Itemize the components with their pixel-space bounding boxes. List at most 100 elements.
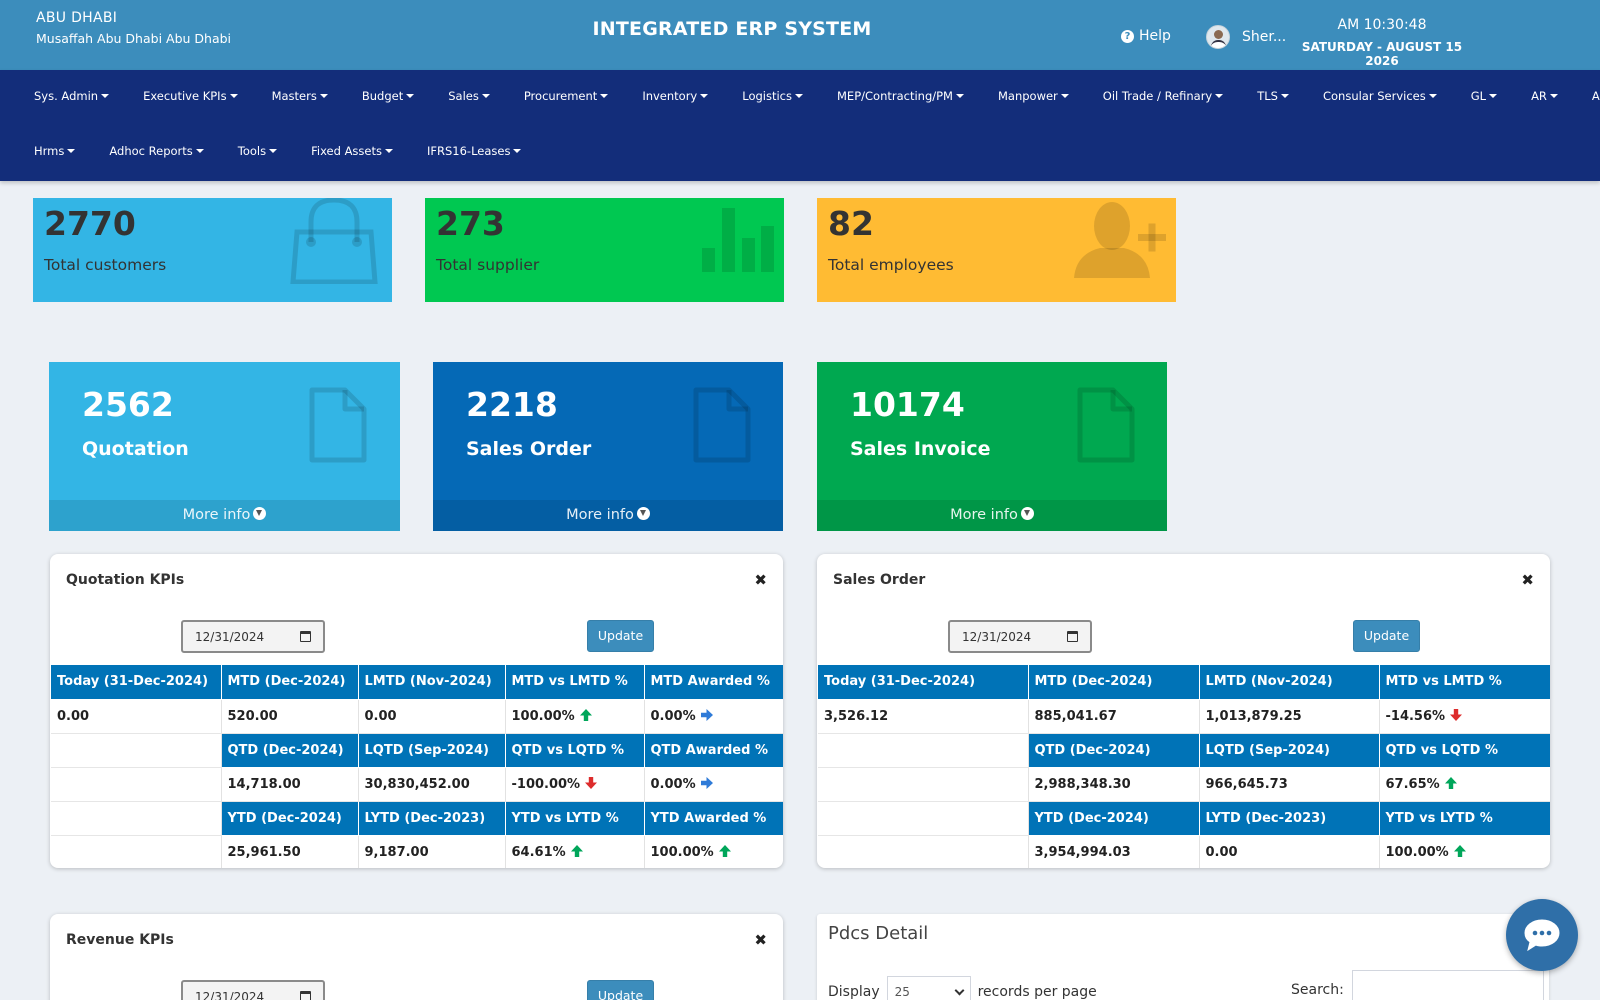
- nav-item-label: GL: [1470, 89, 1487, 103]
- more-info-link[interactable]: More info: [433, 500, 783, 531]
- nav-item-manpower[interactable]: Manpower: [998, 89, 1069, 103]
- nav-item-mep-contracting-pm[interactable]: MEP/Contracting/PM: [837, 89, 964, 103]
- cell-value: 885,041.67: [1034, 708, 1117, 724]
- nav-item-logistics[interactable]: Logistics: [742, 89, 803, 103]
- arrow-circle-down-icon: [1020, 507, 1034, 520]
- arrow-up-icon: [718, 845, 731, 857]
- nav-item-label: Masters: [271, 89, 317, 103]
- table-header-cell: Today (31-Dec-2024): [51, 665, 222, 700]
- nav-item-label: Tools: [237, 144, 267, 158]
- update-button[interactable]: Update: [587, 980, 654, 1000]
- more-info-label: More info: [566, 507, 634, 523]
- tile-label: Sales Invoice: [850, 438, 991, 460]
- nav-item-label: TLS: [1257, 89, 1278, 103]
- calendar-icon[interactable]: [1067, 631, 1078, 642]
- table-header-cell: LYTD (Dec-2023): [1199, 801, 1380, 836]
- nav-item-label: Logistics: [742, 89, 792, 103]
- caret-down-icon: [101, 94, 110, 98]
- nav-item-executive-kpis[interactable]: Executive KPIs: [143, 89, 238, 103]
- table-header-cell: LQTD (Sep-2024): [1199, 733, 1380, 768]
- tile-quotation: 2562 Quotation More info: [49, 362, 400, 531]
- cell-value: 0.00: [364, 708, 397, 724]
- table-header-cell: MTD vs LMTD %: [1379, 665, 1550, 700]
- nav-item-masters[interactable]: Masters: [272, 89, 328, 103]
- clock-time: AM 10:30:48: [1337, 17, 1427, 33]
- table-row: 14,718.00 30,830,452.00 -100.00% 0.00%: [51, 767, 783, 802]
- arrow-up-icon: [579, 709, 592, 721]
- bar-chart-icon: [702, 208, 774, 272]
- more-info-label: More info: [950, 507, 1018, 523]
- caret-down-icon: [406, 94, 415, 98]
- nav-item-hrms[interactable]: Hrms: [34, 144, 76, 158]
- table-header-cell: MTD (Dec-2024): [1028, 665, 1200, 700]
- table-cell: 64.61%: [505, 835, 645, 868]
- calendar-icon[interactable]: [300, 631, 311, 642]
- caret-down-icon: [1428, 94, 1437, 98]
- date-value: 12/31/2024: [195, 629, 265, 644]
- more-info-link[interactable]: More info: [49, 500, 400, 531]
- calendar-icon[interactable]: [300, 991, 311, 1000]
- table-cell: 520.00: [221, 699, 359, 734]
- nav-item-sales[interactable]: Sales: [448, 89, 490, 103]
- cell-value: 9,187.00: [364, 844, 429, 860]
- system-title: INTEGRATED ERP SYSTEM: [592, 18, 872, 40]
- close-icon[interactable]: ✖: [1521, 571, 1534, 589]
- nav-item-fixed-assets[interactable]: Fixed Assets: [311, 144, 393, 158]
- nav-item-label: Inventory: [642, 89, 698, 103]
- date-value: 12/31/2024: [195, 989, 265, 1000]
- chat-button[interactable]: [1506, 899, 1578, 971]
- date-input[interactable]: 12/31/2024: [181, 980, 325, 1000]
- nav-item-oil-trade-refinary[interactable]: Oil Trade / Refinary: [1103, 89, 1224, 103]
- tile-value: 2218: [466, 385, 558, 424]
- company-name: ABU DHABI: [36, 10, 118, 26]
- nav-item-ar[interactable]: AR: [1531, 89, 1558, 103]
- nav-item-procurement[interactable]: Procurement: [524, 89, 609, 103]
- stat-value: 82: [828, 204, 874, 243]
- table-row: 2,988,348.30 966,645.73 67.65%: [818, 767, 1550, 802]
- close-icon[interactable]: ✖: [754, 571, 767, 589]
- user-menu[interactable]: Sher...: [1206, 25, 1286, 49]
- table-header-cell: LMTD (Nov-2024): [358, 665, 506, 700]
- revenue-kpis-box: Revenue KPIs ✖ 12/31/2024 Update: [50, 914, 783, 1000]
- table-row: 25,961.50 9,187.00 64.61% 100.00%: [51, 835, 783, 868]
- table-row: 3,526.12 885,041.67 1,013,879.25 -14.56%: [818, 699, 1550, 734]
- table-cell: 0.00: [1199, 835, 1380, 868]
- arrow-right-icon: [700, 777, 713, 789]
- nav-item-sys-admin[interactable]: Sys. Admin: [34, 89, 110, 103]
- nav-item-ifrs16-leases[interactable]: IFRS16-Leases: [427, 144, 522, 158]
- table-header-cell: [51, 801, 222, 836]
- close-icon[interactable]: ✖: [754, 931, 767, 949]
- tile-value: 2562: [82, 385, 174, 424]
- caret-down-icon: [195, 149, 204, 153]
- arrow-up-icon: [1453, 845, 1466, 857]
- help-link[interactable]: ? Help: [1121, 28, 1171, 44]
- table-header-row: YTD (Dec-2024) LYTD (Dec-2023) YTD vs LYTD…: [818, 801, 1550, 836]
- stat-total-customers: 2770 Total customers: [33, 198, 392, 302]
- box-title: Sales Order: [833, 572, 926, 588]
- nav-item-adhoc-reports[interactable]: Adhoc Reports: [109, 144, 204, 158]
- nav-item-budget[interactable]: Budget: [361, 89, 415, 103]
- user-name: Sher...: [1242, 29, 1287, 45]
- search-input[interactable]: [1351, 970, 1544, 1000]
- date-input[interactable]: 12/31/2024: [948, 620, 1092, 653]
- nav-item-inventory[interactable]: Inventory: [642, 89, 709, 103]
- arrow-circle-down-icon: [253, 507, 267, 520]
- update-button[interactable]: Update: [1353, 620, 1420, 652]
- page-size-select[interactable]: 25: [886, 976, 971, 1000]
- table-cell: 9,187.00: [358, 835, 506, 868]
- nav-item-ap[interactable]: AP: [1592, 89, 1600, 103]
- nav-item-label: Sys. Admin: [34, 89, 99, 103]
- more-info-link[interactable]: More info: [817, 500, 1167, 531]
- date-input[interactable]: 12/31/2024: [181, 620, 325, 653]
- update-button[interactable]: Update: [587, 620, 654, 652]
- table-header-row: Today (31-Dec-2024) MTD (Dec-2024) LMTD (N…: [51, 665, 783, 700]
- nav-item-tls[interactable]: TLS: [1257, 89, 1289, 103]
- company-address: Musaffah Abu Dhabi Abu Dhabi: [36, 31, 232, 46]
- more-info-label: More info: [182, 507, 251, 523]
- nav-item-consular-services[interactable]: Consular Services: [1323, 89, 1437, 103]
- document-icon: [1077, 387, 1135, 463]
- nav-item-tools[interactable]: Tools: [237, 144, 278, 158]
- caret-down-icon: [229, 94, 238, 98]
- nav-item-label: Budget: [361, 89, 404, 103]
- nav-item-gl[interactable]: GL: [1470, 89, 1498, 103]
